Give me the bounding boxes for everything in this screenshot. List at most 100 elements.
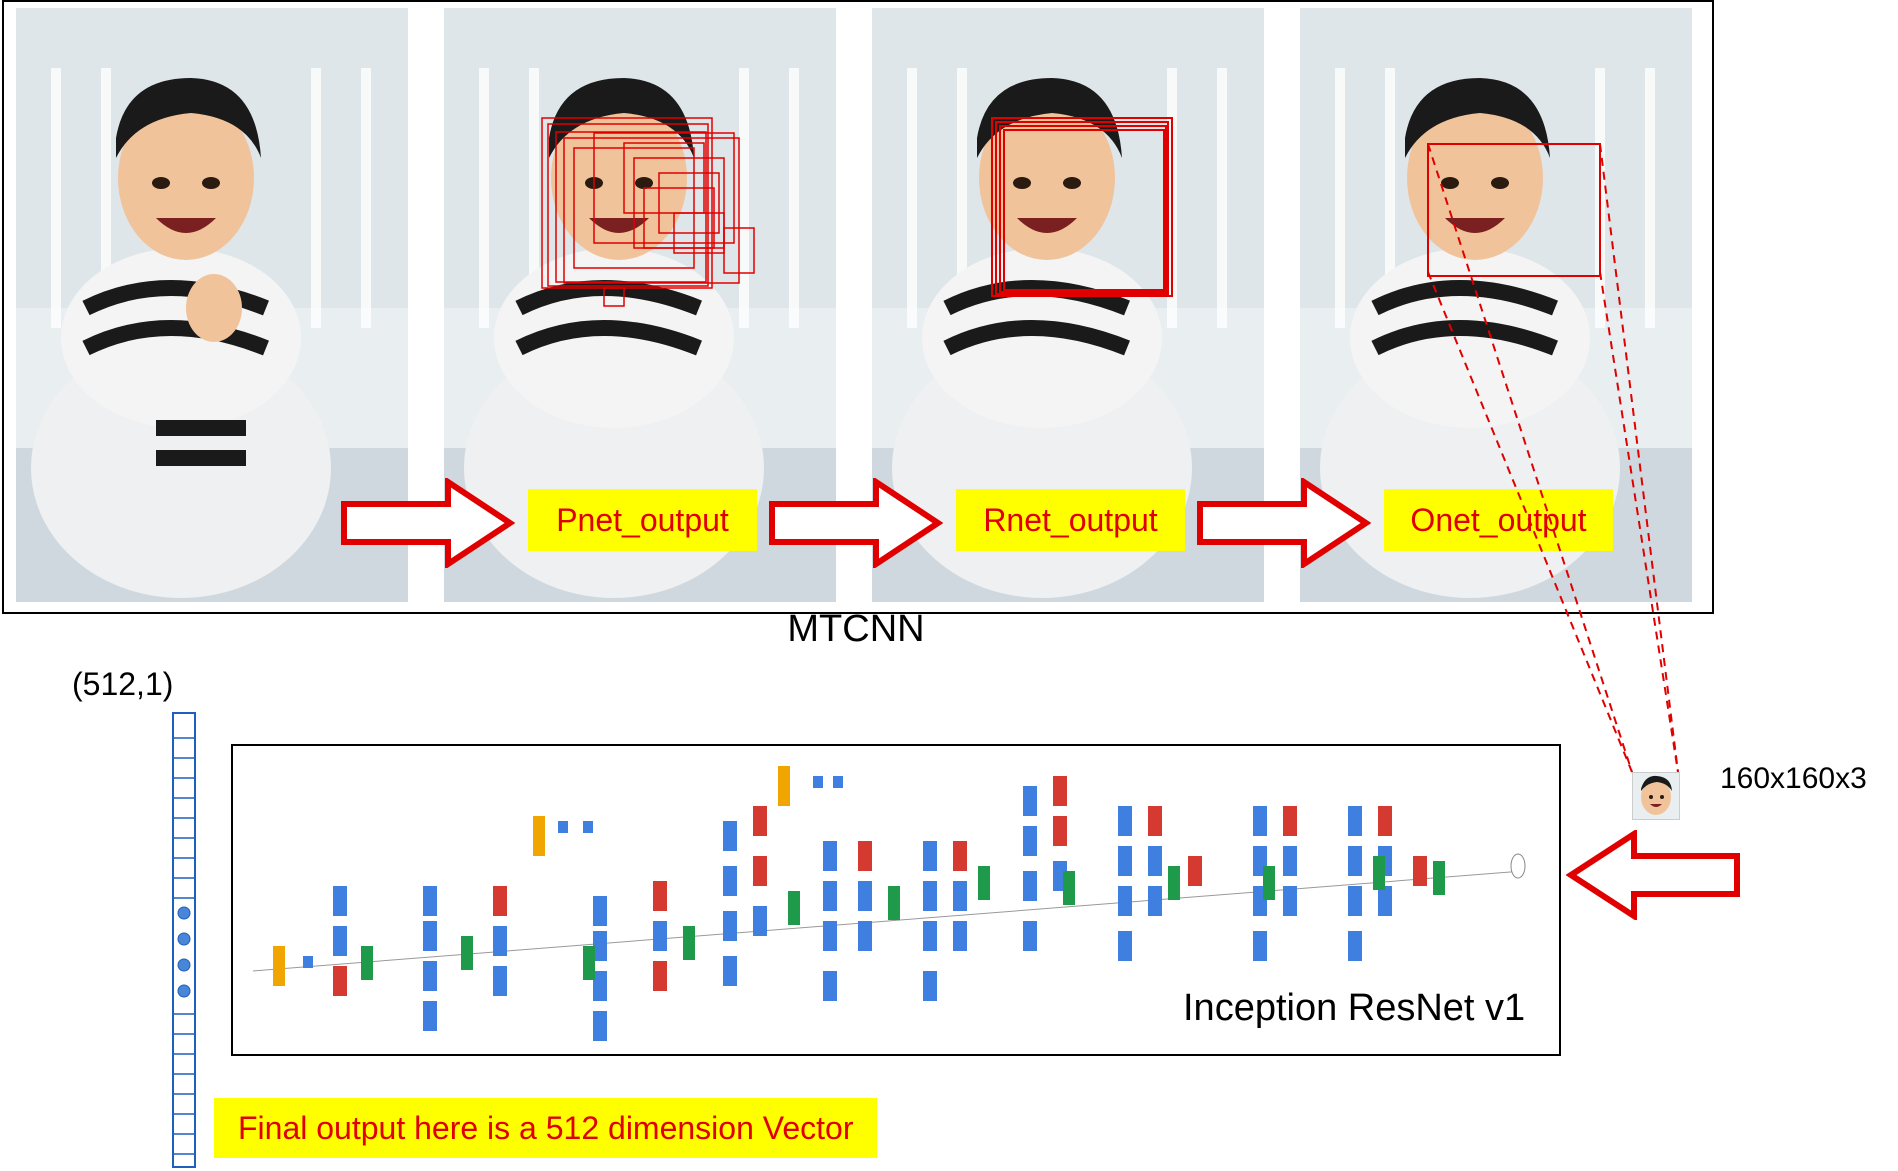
layer-block [1023,871,1037,901]
concat-block [1168,866,1180,900]
fc-block [813,776,823,788]
layer-block [1053,816,1067,846]
layer-block [1378,886,1392,916]
layer-block [493,926,507,956]
layer-block [493,886,507,916]
layer-block [1023,786,1037,816]
layer-block [1378,806,1392,836]
layer-block [1253,931,1267,961]
concat-block [1433,861,1445,895]
embedding-vector [172,712,196,1168]
layer-block [858,881,872,911]
concat-block [1373,856,1385,890]
layer-block [953,881,967,911]
pnet-output-badge: Pnet_output [528,489,757,551]
layer-block [823,841,837,871]
softmax-block [778,766,790,806]
layer-block [923,841,937,871]
softmax-block [273,946,285,986]
layer-block [593,931,607,961]
onet-output-badge: Onet_output [1384,489,1613,551]
layer-block [823,971,837,1001]
layer-block [1023,921,1037,951]
layer-block [1118,886,1132,916]
layer-block [1148,846,1162,876]
layer-block [923,971,937,1001]
layer-block [923,881,937,911]
fc-block [303,956,313,968]
layer-block [1283,806,1297,836]
rnet-photo [872,8,1264,602]
layer-block [1348,931,1362,961]
layer-block [1148,806,1162,836]
layer-block [1283,886,1297,916]
rnet-output-badge: Rnet_output [956,489,1185,551]
layer-block [493,966,507,996]
layer-block [653,961,667,991]
layer-block [423,1001,437,1031]
layer-block [1053,776,1067,806]
layer-block [333,926,347,956]
concat-block [978,866,990,900]
layer-block [823,921,837,951]
face-crop-thumbnail [1632,772,1680,820]
layer-block [1348,806,1362,836]
mtcnn-title: MTCNN [787,608,925,650]
layer-block [1023,826,1037,856]
input-node [1510,853,1526,879]
concat-block [788,891,800,925]
vector-cells [174,737,194,1155]
layer-block [653,921,667,951]
inception-resnet-panel [231,744,1561,1056]
layer-block [423,886,437,916]
final-output-caption: Final output here is a 512 dimension Vec… [214,1098,878,1158]
fc-block [833,776,843,788]
network-graph [252,766,1526,1041]
layer-block [653,881,667,911]
concat-block [361,946,373,980]
layer-block [1348,886,1362,916]
layer-block [858,921,872,951]
layer-block [723,821,737,851]
fc-block [558,821,568,833]
input-photo [16,8,408,602]
layer-block [1118,806,1132,836]
layer-block [593,896,607,926]
layer-block [753,806,767,836]
layer-block [1118,846,1132,876]
input-arrow [1565,828,1741,925]
layer-block [1118,931,1132,961]
concat-block [461,936,473,970]
concat-block [683,926,695,960]
concat-block [1263,866,1275,900]
layer-block [858,841,872,871]
layer-block [723,866,737,896]
softmax-block [533,816,545,856]
layer-block [593,971,607,1001]
layer-block [333,886,347,916]
concat-block [888,886,900,920]
concat-block [583,946,595,980]
layer-block [1253,806,1267,836]
layer-block [753,906,767,936]
layer-block [1413,856,1427,886]
crop-projection [1427,143,1679,773]
input-size-label: 160x160x3 [1720,762,1867,795]
layer-block [423,961,437,991]
layer-block [753,856,767,886]
fc-block [583,821,593,833]
stage-arrow-1 [340,478,515,568]
layer-block [823,881,837,911]
vector-shape-label: (512,1) [72,666,174,702]
layer-block [953,841,967,871]
layer-block [923,921,937,951]
layer-block [1283,846,1297,876]
layer-block [423,921,437,951]
layer-block [1188,856,1202,886]
network-title: Inception ResNet v1 [1183,987,1526,1029]
layer-block [1148,886,1162,916]
layer-block [1348,846,1362,876]
concat-block [1063,871,1075,905]
stage-arrow-3 [1196,478,1371,568]
layer-block [723,956,737,986]
